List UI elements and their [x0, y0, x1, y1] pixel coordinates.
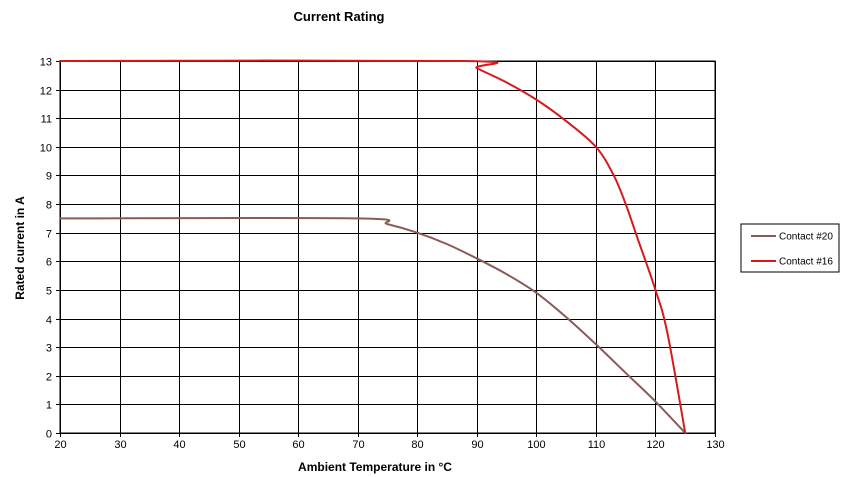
y-axis-label: Rated current in A: [13, 196, 27, 300]
chart-title: Current Rating: [294, 9, 385, 24]
grid-lines: [60, 61, 716, 434]
x-axis-label: Ambient Temperature in °C: [298, 460, 452, 474]
x-tick-label: 80: [411, 439, 423, 451]
series-line-contact-20: [59, 216, 687, 434]
x-tick-label: 30: [114, 439, 126, 451]
data-series: [59, 59, 687, 434]
x-tick-label: 40: [173, 439, 185, 451]
plot-frame: [59, 60, 716, 434]
y-tick-label: 5: [46, 286, 52, 298]
x-tick-label: 50: [233, 439, 245, 451]
x-tick-label: 100: [527, 439, 545, 451]
y-tick-label: 8: [46, 200, 52, 212]
y-tick-label: 7: [46, 229, 52, 241]
y-tick-label: 9: [46, 171, 52, 183]
legend-label-contact-20: Contact #20: [779, 232, 833, 243]
x-tick-label: 60: [292, 439, 304, 451]
y-tick-label: 3: [46, 343, 52, 355]
y-tick-label: 4: [46, 315, 52, 327]
x-tick-label: 130: [706, 439, 724, 451]
legend: Contact #20 Contact #16: [740, 223, 840, 273]
x-tick-label: 120: [646, 439, 664, 451]
legend-items: Contact #20 Contact #16: [751, 232, 833, 268]
x-axis-ticks: 20 30 40 50 60 70 80 90 100 110 120 130: [54, 433, 725, 451]
legend-box: [740, 223, 840, 273]
y-tick-label: 13: [40, 57, 52, 69]
x-tick-label: 90: [471, 439, 483, 451]
plot-area: [59, 60, 716, 434]
y-tick-label: 11: [41, 114, 52, 126]
legend-label-contact-16: Contact #16: [779, 257, 833, 268]
y-tick-label: 12: [40, 86, 52, 98]
x-tick-label: 110: [588, 439, 606, 451]
y-tick-label: 0: [46, 429, 52, 441]
y-tick-label: 1: [46, 400, 52, 412]
y-tick-label: 10: [40, 143, 52, 155]
y-tick-label: 2: [46, 372, 52, 384]
x-tick-label: 20: [54, 439, 66, 451]
y-tick-label: 6: [46, 257, 52, 269]
x-tick-label: 70: [352, 439, 364, 451]
series-line-contact-16: [59, 59, 687, 434]
